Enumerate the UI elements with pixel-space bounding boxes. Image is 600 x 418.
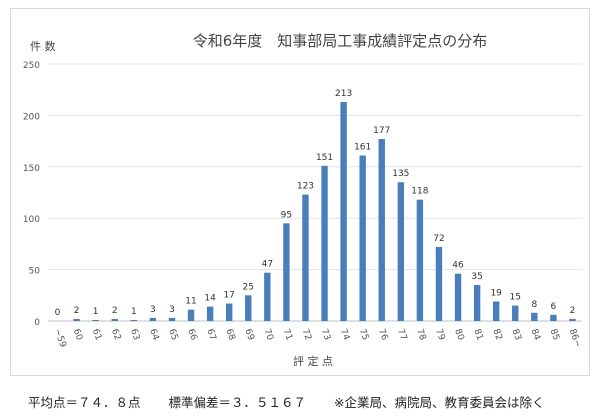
data-label: 95 [281,210,292,220]
chart-frame [10,8,590,376]
data-label: 15 [510,293,521,303]
x-tick-label: 83 [509,328,522,342]
x-tick-label: 77 [395,328,408,342]
y-tick-label: 100 [23,215,40,225]
data-label: 177 [373,126,390,136]
mean-score: 平均点＝７４．８点 [28,395,141,410]
data-label: 2 [112,306,118,316]
data-label: 2 [74,306,80,316]
x-tick-label: 73 [319,328,332,342]
data-label: 161 [354,142,371,152]
x-tick-label: 72 [300,328,313,342]
data-label: 3 [150,305,156,315]
bar [321,165,328,321]
data-label: 135 [392,169,409,179]
x-tick-label: 82 [490,328,503,342]
x-tick-label: ~59 [52,328,68,350]
x-tick-label: 67 [204,328,217,342]
x-tick-label: 75 [357,328,370,342]
bar [302,194,309,321]
x-tick-label: 69 [242,328,255,342]
bar [187,309,195,321]
x-tick-label: 81 [471,328,484,342]
bar [73,318,80,321]
data-label: 19 [490,288,502,298]
data-label: 2 [570,306,576,316]
x-tick-label: 76 [376,328,389,342]
x-tick-label: 86~ [567,328,583,349]
bar [378,139,385,321]
data-label: 123 [297,182,314,192]
y-tick-label: 0 [34,318,40,328]
data-label: 8 [531,300,537,310]
bar [111,318,118,321]
bar [397,182,405,321]
bar [149,317,157,321]
data-label: 35 [471,272,482,282]
bar [340,102,347,321]
bar [359,155,366,321]
y-axis-label: 件 数 [30,40,56,53]
data-label: 25 [243,282,254,292]
x-axis-label: 評 定 点 [293,354,333,368]
y-tick-label: 200 [23,112,40,122]
x-tick-label: 80 [452,328,465,342]
data-label: 46 [452,261,464,271]
bar [550,314,557,321]
data-label: 213 [335,89,352,99]
data-label: 151 [316,153,333,163]
bar [168,317,176,321]
x-tick-label: 79 [433,328,446,342]
bar [454,273,462,321]
x-tick-label: 68 [223,328,236,342]
x-tick-label: 84 [529,328,542,342]
x-tick-label: 60 [71,328,84,342]
data-label: 1 [131,307,137,317]
x-tick-label: 71 [281,328,294,342]
bar [245,295,252,321]
x-tick-label: 78 [414,328,427,342]
footer-stats: 平均点＝７４．８点 標準偏差＝３．５１６７ ※企業局、病院局、教育委員会は除く [28,392,568,411]
y-tick-label: 50 [29,267,41,277]
x-tick-label: 61 [90,328,103,342]
y-tick-label: 150 [23,164,40,174]
bar [416,199,424,321]
bar [92,319,99,321]
data-label: 3 [169,305,175,315]
bar [435,246,443,321]
x-tick-label: 66 [185,328,198,342]
bar-chart: 令和6年度 知事部局工事成績評定点の分布 件 数 評 定 点 050100150… [23,32,583,368]
x-tick-label: 74 [338,328,351,342]
bar [264,272,271,321]
bar [225,303,233,321]
x-tick-label: 63 [128,328,141,342]
x-tick-label: 62 [109,328,122,342]
bar [492,301,500,321]
data-label: 1 [93,307,99,317]
bar [206,306,214,321]
bar [130,319,138,321]
bar [512,305,519,321]
x-tick-label: 70 [262,328,275,342]
data-label: 118 [411,187,428,197]
standard-deviation: 標準偏差＝３．５１６７ [168,395,307,410]
bar [531,312,538,321]
data-label: 17 [223,291,234,301]
exclusion-note: ※企業局、病院局、教育委員会は除く [334,395,545,410]
data-label: 72 [433,234,444,244]
bar [473,285,481,321]
x-tick-label: 65 [166,328,179,342]
data-label: 47 [262,260,273,270]
chart-title: 令和6年度 知事部局工事成績評定点の分布 [193,32,488,50]
bar [283,223,290,321]
data-label: 11 [185,297,196,307]
data-label: 0 [55,308,61,318]
y-tick-label: 250 [23,61,40,71]
x-tick-label: 85 [548,328,561,342]
data-label: 14 [204,294,216,304]
data-label: 6 [551,302,557,312]
bar [569,318,576,321]
x-tick-label: 64 [147,328,160,342]
